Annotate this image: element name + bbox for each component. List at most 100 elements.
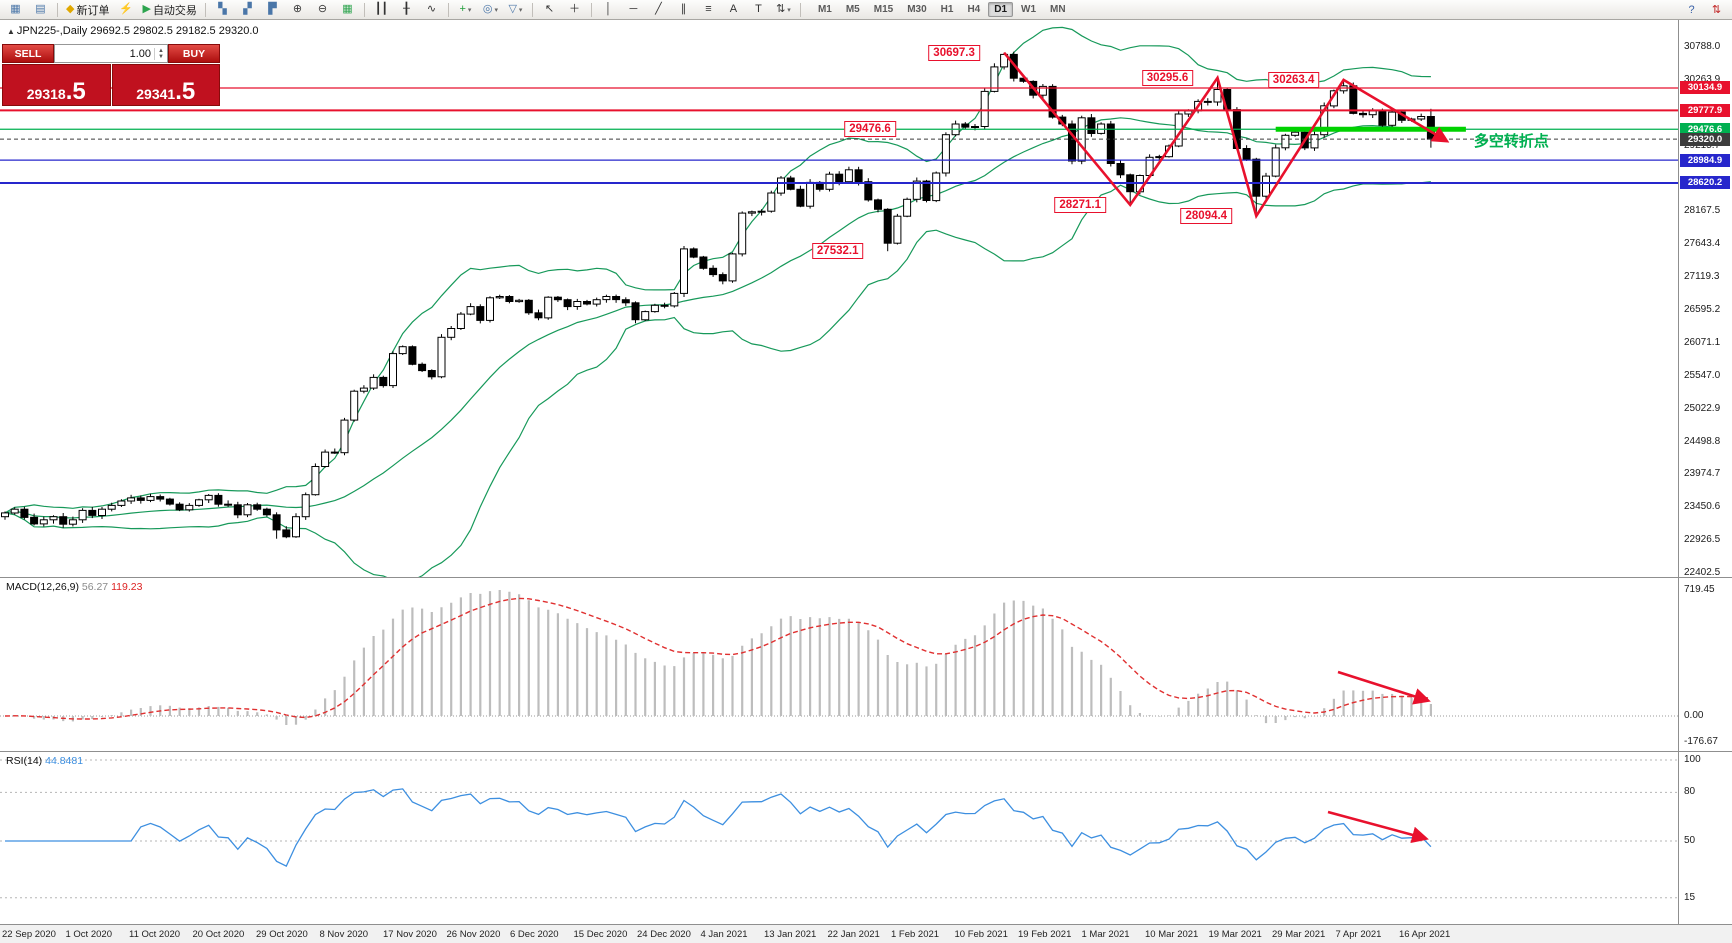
price-badge: 29476.6 <box>1680 122 1730 136</box>
channel-icon[interactable]: ∥ <box>680 3 687 15</box>
annotation-layer <box>1003 51 1466 844</box>
text-label-icon[interactable]: T <box>755 3 762 15</box>
autotrading-button[interactable]: ▶ 自动交易 <box>142 3 197 17</box>
rsi-axis-label: 80 <box>1684 786 1696 798</box>
price-axis-label: 22926.5 <box>1684 534 1721 546</box>
volume-field[interactable]: 1.00 ▲ ▼ <box>54 44 168 63</box>
cursor-icon[interactable]: ↖ <box>544 3 555 15</box>
time-axis-label: 1 Feb 2021 <box>891 929 940 940</box>
cascade-windows-icon[interactable]: ▚ <box>218 3 227 15</box>
toolbar-separator <box>531 2 533 17</box>
price-badge: 28984.9 <box>1680 153 1730 167</box>
text-icon[interactable]: A <box>729 3 738 15</box>
price-annotation[interactable]: 28094.4 <box>1180 207 1233 224</box>
price-annotation[interactable]: 30263.4 <box>1267 71 1320 88</box>
templates-icon[interactable]: ▽ ▾ <box>508 3 523 15</box>
time-axis-label: 16 Apr 2021 <box>1399 929 1451 940</box>
timeframe-m1[interactable]: M1 <box>817 4 832 15</box>
timeframe-d1[interactable]: D1 <box>988 2 1014 17</box>
time-axis-label: 1 Mar 2021 <box>1081 929 1130 940</box>
timeframe-toolbar: M1 M5 M15 M30 H1 H4 D1 W1 MN <box>811 2 1073 17</box>
price-annotation[interactable]: 30295.6 <box>1141 69 1194 86</box>
time-axis-label: 22 Sep 2020 <box>2 929 56 940</box>
price-axis-label: 27643.4 <box>1684 238 1721 250</box>
sell-price-main: 29318 <box>26 86 66 102</box>
time-axis-label: 4 Jan 2021 <box>700 929 748 940</box>
time-axis-label: 24 Dec 2020 <box>637 929 691 940</box>
timeframe-w1[interactable]: W1 <box>1021 4 1037 15</box>
price-axis-label: 26595.2 <box>1684 304 1721 315</box>
price-axis-label: 22402.5 <box>1684 567 1721 578</box>
time-axis-label: 8 Nov 2020 <box>319 929 369 940</box>
volume-up-icon[interactable]: ▲ <box>158 47 164 54</box>
price-badge: 30134.9 <box>1680 81 1730 95</box>
new-order-button[interactable]: ◆ 新订单 <box>66 3 110 17</box>
time-axis-label: 22 Jan 2021 <box>827 929 880 940</box>
buy-price-button[interactable]: 29341.5 <box>111 64 220 106</box>
buy-price-main: 29341 <box>136 86 176 102</box>
time-axis-label: 10 Feb 2021 <box>954 929 1008 940</box>
sell-price-pip: .5 <box>65 77 86 105</box>
zoom-out-icon[interactable]: ⊖ <box>317 3 328 15</box>
new-chart-icon[interactable]: ▦ <box>10 3 21 15</box>
timeframe-m5[interactable]: M5 <box>845 4 860 15</box>
time-axis-label: 26 Nov 2020 <box>446 929 501 940</box>
sell-button[interactable]: SELL <box>2 44 54 63</box>
price-badge: 28620.2 <box>1680 176 1730 190</box>
price-annotation[interactable]: 28271.1 <box>1054 196 1106 213</box>
candlestick-chart-icon[interactable]: ╂ <box>403 3 410 15</box>
macd-pane[interactable] <box>0 590 1678 725</box>
auto-arrange-icon[interactable]: ▦ <box>342 3 353 15</box>
time-axis-label: 17 Nov 2020 <box>383 929 437 940</box>
bar-chart-icon[interactable]: ┃┃ <box>374 3 389 15</box>
horizontal-line-icon[interactable]: ─ <box>629 3 638 15</box>
timeframe-mn[interactable]: MN <box>1050 4 1066 15</box>
fibonacci-icon[interactable]: ≡ <box>705 3 712 15</box>
price-axis-label: 25547.0 <box>1684 369 1721 381</box>
toolbar-separator <box>799 2 801 17</box>
time-axis-label: 15 Dec 2020 <box>573 929 628 940</box>
volume-down-icon[interactable]: ▼ <box>158 53 164 60</box>
timeframe-h1[interactable]: H1 <box>940 4 954 15</box>
crosshair-icon[interactable]: ＋ <box>568 3 580 15</box>
rsi-pane[interactable] <box>0 759 1678 899</box>
chart-profiles-icon[interactable]: ▤ <box>35 3 46 15</box>
buy-button[interactable]: BUY <box>168 44 220 63</box>
timeframe-m15[interactable]: M15 <box>873 4 894 15</box>
help-icon[interactable]: ? <box>1688 3 1695 16</box>
toolbar-separator <box>590 2 592 17</box>
timeframe-m30[interactable]: M30 <box>907 4 927 15</box>
toolbar-separator <box>57 2 58 17</box>
time-axis-label: 6 Dec 2020 <box>510 929 559 940</box>
indicators-icon[interactable]: + ▾ <box>459 3 472 15</box>
macd-axis-label: -176.67 <box>1684 736 1718 747</box>
time-axis-label: 19 Mar 2021 <box>1208 929 1262 940</box>
arrows-icon[interactable]: ⇅ ▾ <box>776 3 791 15</box>
toolbar-separator <box>447 2 449 17</box>
line-chart-icon[interactable]: ∿ <box>426 3 437 15</box>
volume-value[interactable]: 1.00 <box>129 47 151 60</box>
price-annotation[interactable]: 30697.3 <box>928 44 980 61</box>
main-pane[interactable] <box>0 26 1678 583</box>
time-axis-label: 13 Jan 2021 <box>764 929 817 940</box>
macd-axis-label: 719.45 <box>1684 584 1715 595</box>
volume-stepper[interactable]: ▲ ▼ <box>154 47 167 60</box>
zoom-in-icon[interactable]: ⊕ <box>292 3 303 15</box>
objects-icon[interactable]: ◎ ▾ <box>482 3 498 15</box>
price-annotation[interactable]: 27532.1 <box>811 243 864 260</box>
connection-icon[interactable]: ⇅ <box>1711 4 1722 16</box>
rsi-axis-label: 100 <box>1684 754 1701 765</box>
tile-vertically-icon[interactable]: ▛ <box>268 3 277 15</box>
sell-price-button[interactable]: 29318.5 <box>2 64 111 106</box>
expert-advisors-icon[interactable]: ⚡ <box>119 3 133 15</box>
price-annotation[interactable]: 29476.6 <box>844 121 896 138</box>
toolbar-separator <box>363 2 365 17</box>
one-click-trading-panel: SELL 1.00 ▲ ▼ BUY 29318.5 29341.5 <box>2 44 220 106</box>
trendline-icon[interactable]: ╱ <box>655 3 662 15</box>
price-axis-label: 27119.3 <box>1684 271 1720 283</box>
time-axis-label: 10 Mar 2021 <box>1145 929 1199 940</box>
vertical-line-icon[interactable]: │ <box>605 3 612 15</box>
timeframe-h4[interactable]: H4 <box>967 4 981 15</box>
tile-horizontally-icon[interactable]: ▞ <box>243 3 252 15</box>
